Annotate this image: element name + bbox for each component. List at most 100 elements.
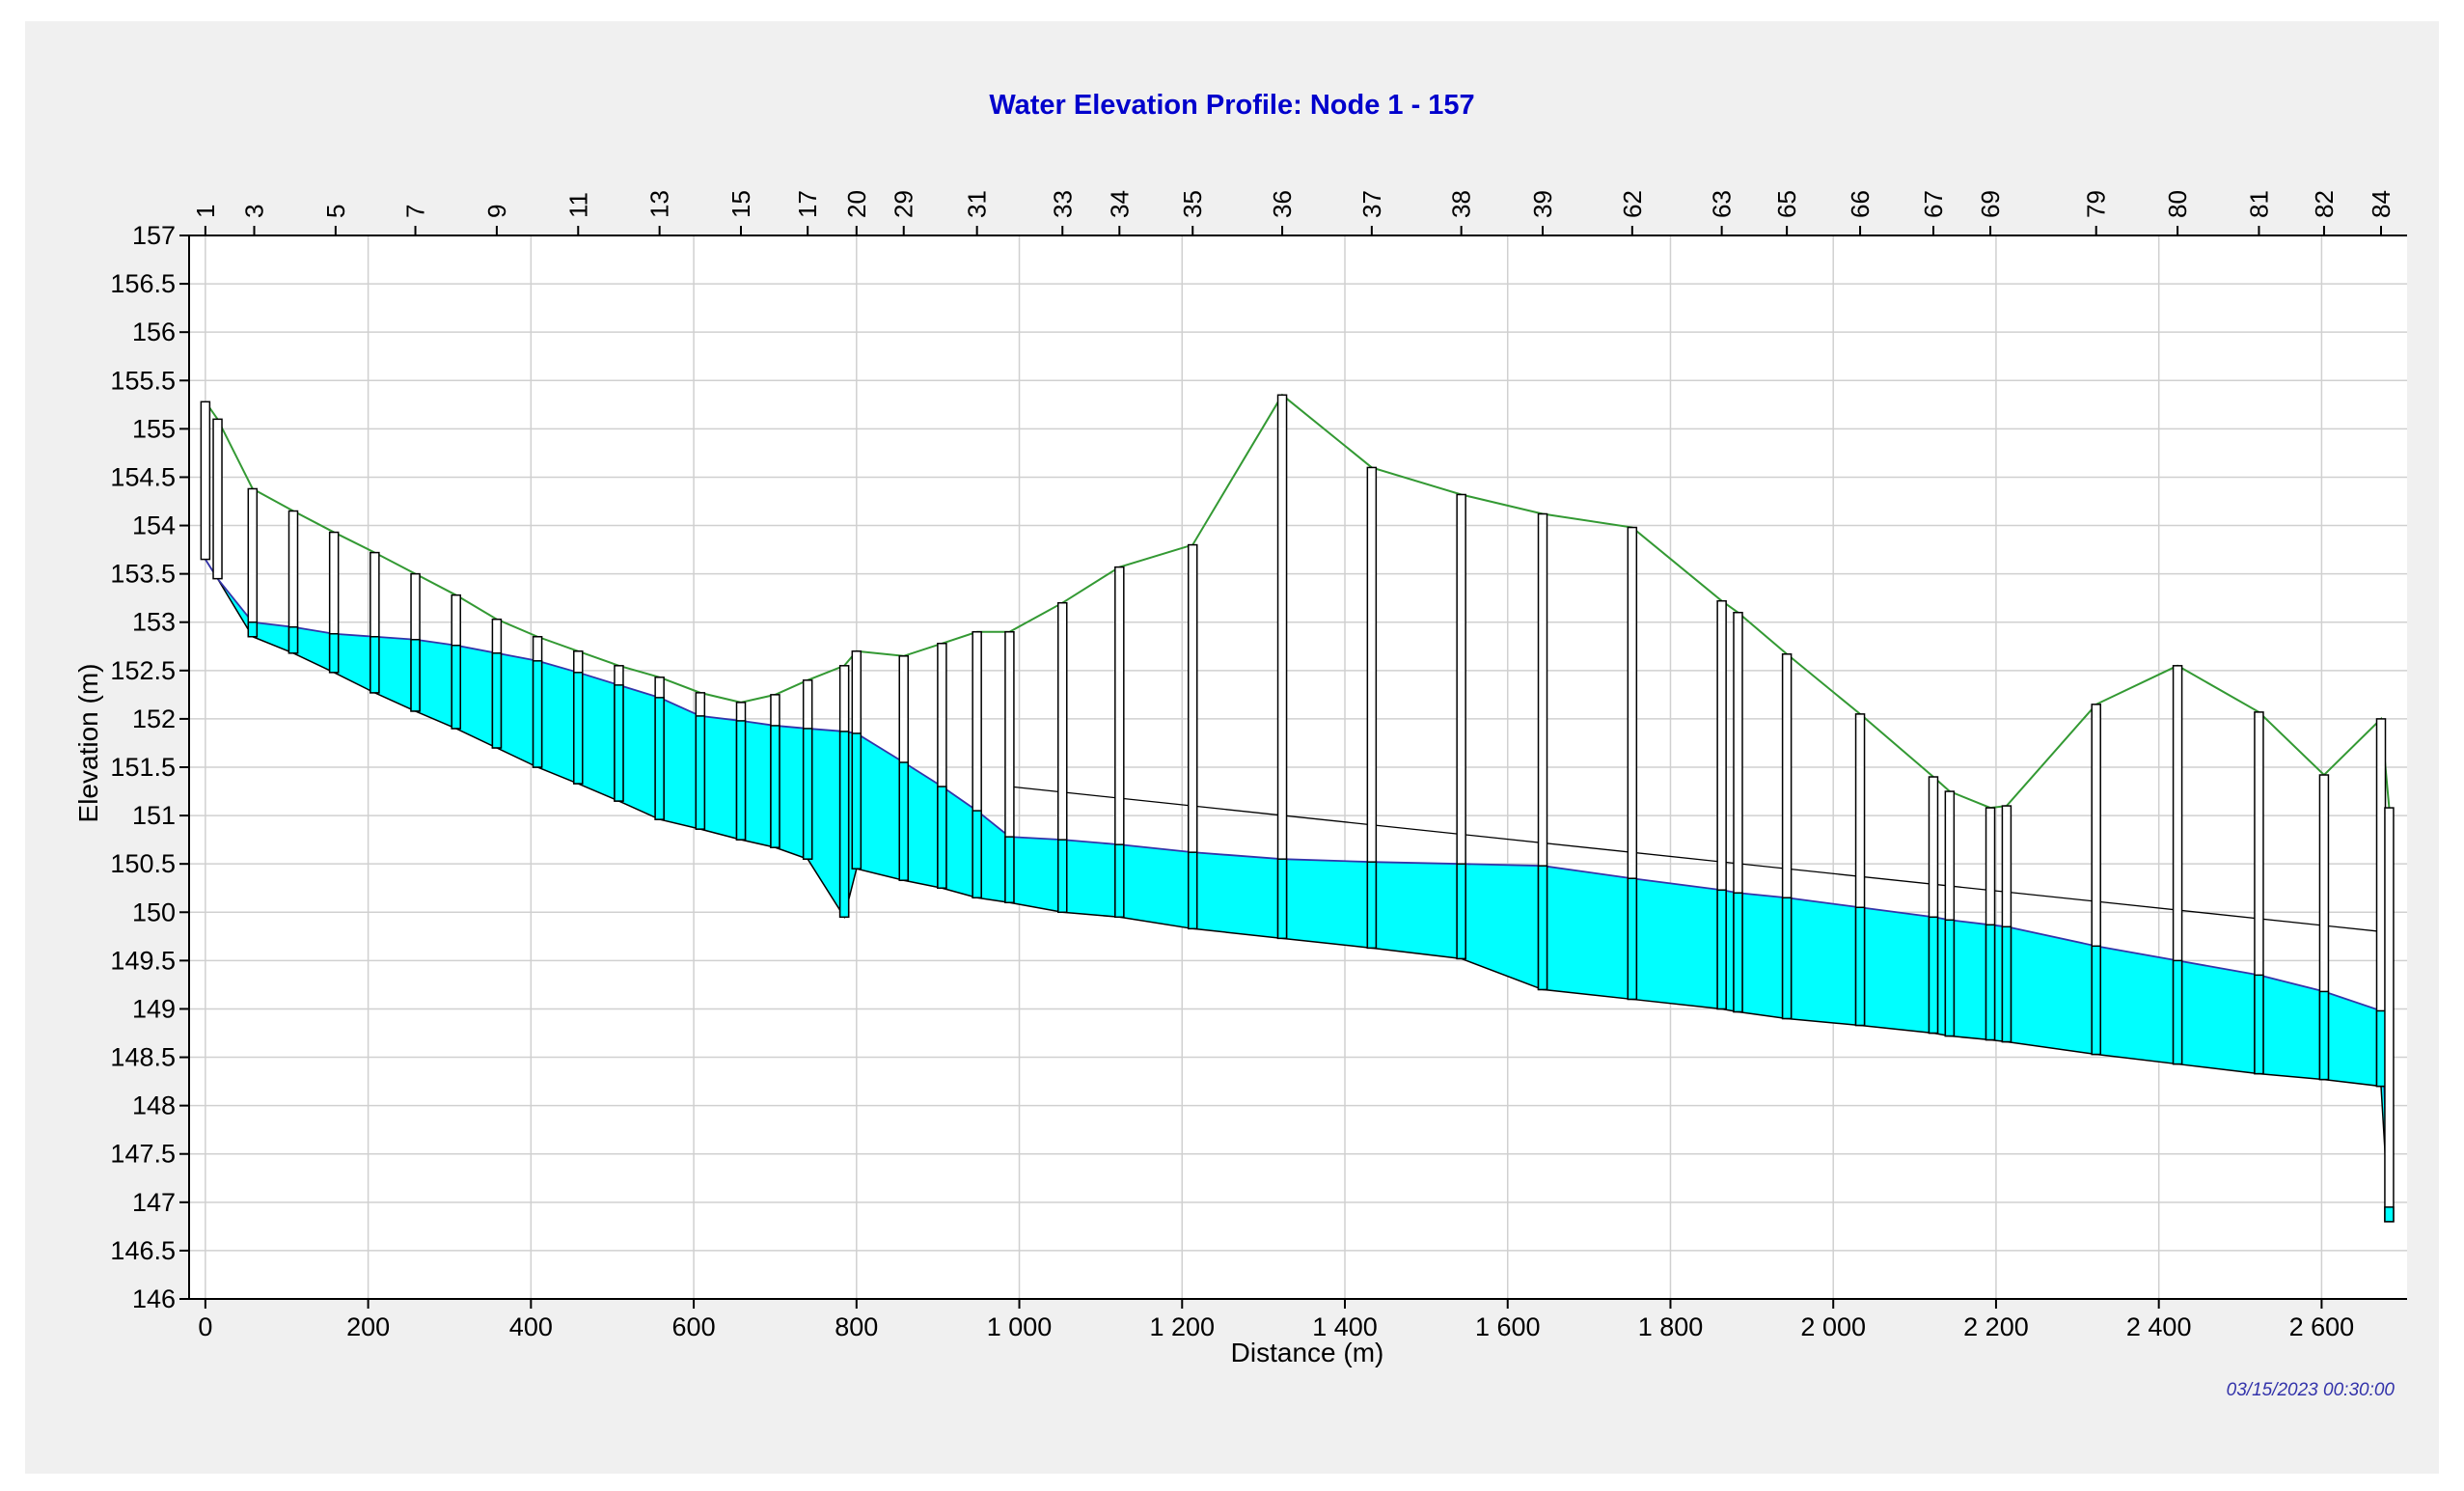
node-water-level xyxy=(851,732,862,870)
crown-line xyxy=(1009,786,2382,932)
node-label: 63 xyxy=(1708,190,1737,218)
node-water-level xyxy=(2318,990,2330,1081)
node-label: 65 xyxy=(1772,190,1801,218)
node-label: 80 xyxy=(2163,190,2192,218)
node-label: 34 xyxy=(1105,190,1134,218)
y-tick-label: 154.5 xyxy=(110,462,176,491)
node-water-level xyxy=(287,625,299,654)
node-water-level xyxy=(2001,925,2012,1043)
node-manhole xyxy=(247,487,259,638)
node-label: 13 xyxy=(645,190,674,218)
x-tick-label: 1 200 xyxy=(1149,1312,1215,1341)
node-water-level xyxy=(410,639,421,712)
node-manhole xyxy=(1276,394,1288,940)
chart-title: Water Elevation Profile: Node 1 - 157 xyxy=(989,90,1475,121)
node-label: 15 xyxy=(726,190,755,218)
node-manhole xyxy=(212,418,223,580)
timestamp: 03/15/2023 00:30:00 xyxy=(2226,1380,2395,1400)
node-water-level xyxy=(770,725,780,848)
y-tick-label: 154 xyxy=(132,511,176,540)
x-axis-label: Distance (m) xyxy=(1230,1338,1384,1367)
grid xyxy=(189,235,2407,1300)
x-tick-label: 1 800 xyxy=(1638,1312,1704,1341)
node-water-level xyxy=(532,660,543,768)
y-tick-label: 147 xyxy=(132,1188,176,1217)
x-tick-label: 2 600 xyxy=(2289,1312,2355,1341)
node-water-level xyxy=(451,645,461,730)
node-label: 67 xyxy=(1919,190,1948,218)
x-tick-label: 200 xyxy=(346,1312,390,1341)
y-tick-label: 146 xyxy=(132,1284,176,1313)
y-tick-label: 156 xyxy=(132,318,176,346)
node-water-level xyxy=(838,731,850,919)
y-tick-label: 156.5 xyxy=(110,269,176,298)
node-water-level xyxy=(614,684,624,802)
y-tick-label: 151.5 xyxy=(110,753,176,782)
x-tick-label: 2 000 xyxy=(1800,1312,1866,1341)
node-label: 36 xyxy=(1268,190,1297,218)
water-fill xyxy=(205,559,2390,1222)
y-tick-label: 150.5 xyxy=(110,849,176,878)
node-water-level xyxy=(695,715,706,830)
y-tick-label: 153.5 xyxy=(110,560,176,589)
node-label: 79 xyxy=(2082,190,2111,218)
node-water-level xyxy=(328,632,340,674)
node-water-level xyxy=(735,720,747,841)
y-tick-label: 155 xyxy=(132,414,176,443)
node-water-level xyxy=(1733,892,1743,1013)
y-tick-label: 155.5 xyxy=(110,366,176,395)
node-water-level xyxy=(1366,861,1378,950)
x-tick-label: 1 600 xyxy=(1475,1312,1541,1341)
node-water-level xyxy=(247,621,259,638)
y-tick-label: 149 xyxy=(132,994,176,1023)
node-manhole xyxy=(2384,807,2395,1223)
node-water-level xyxy=(1114,843,1125,919)
node-water-level xyxy=(491,652,503,749)
node-label: 33 xyxy=(1048,190,1077,218)
node-label: 66 xyxy=(1846,190,1875,218)
node-label-layer: 1 3 5 7 9 11 13 15 17 20 29 31 33 34 35 36 37 38 39 62 63 65 6… xyxy=(191,190,2396,235)
y-tick-label: 146.5 xyxy=(110,1236,176,1265)
node-water-level xyxy=(1276,858,1288,940)
node-label: 84 xyxy=(2367,190,2396,218)
node-water-level xyxy=(1985,924,1996,1041)
node-water-level xyxy=(802,728,813,860)
axis-layer: 146 146.5 147 147.5 148 148.5 149 149.5 150 150.5… xyxy=(110,221,2407,1341)
x-tick-label: 1 400 xyxy=(1312,1312,1378,1341)
y-tick-label: 152.5 xyxy=(110,656,176,685)
node-water-level xyxy=(898,761,909,881)
node-water-level xyxy=(1456,863,1466,960)
node-water-level xyxy=(937,786,947,889)
y-tick-label: 152 xyxy=(132,704,176,733)
node-water-level xyxy=(1716,889,1727,1010)
y-tick-label: 148 xyxy=(132,1091,176,1120)
node-layer xyxy=(200,394,2395,1223)
node-water-level xyxy=(1187,851,1198,930)
node-label: 82 xyxy=(2310,190,2339,218)
node-label: 38 xyxy=(1447,190,1476,218)
node-water-level xyxy=(2091,945,2101,1056)
node-water-level xyxy=(1537,865,1548,991)
node-water-level xyxy=(1627,877,1638,1001)
y-tick-label: 149.5 xyxy=(110,946,176,975)
y-tick-label: 157 xyxy=(132,221,176,250)
node-label: 1 xyxy=(191,205,220,218)
node-water-level xyxy=(972,810,982,898)
node-label: 11 xyxy=(563,192,592,218)
node-water-level xyxy=(573,672,584,785)
node-label: 17 xyxy=(793,190,822,218)
y-tick-label: 148.5 xyxy=(110,1043,176,1072)
x-tick-label: 2 400 xyxy=(2126,1312,2192,1341)
y-tick-label: 153 xyxy=(132,608,176,637)
x-tick-label: 1 000 xyxy=(987,1312,1053,1341)
x-tick-label: 2 200 xyxy=(1963,1312,2029,1341)
x-tick-label: 800 xyxy=(835,1312,878,1341)
y-axis-label: Elevation (m) xyxy=(73,663,103,823)
node-label: 20 xyxy=(842,190,871,218)
node-water-level xyxy=(2254,974,2264,1075)
node-label: 81 xyxy=(2244,190,2273,218)
node-water-level xyxy=(1057,839,1068,914)
y-tick-label: 151 xyxy=(132,801,176,830)
node-water-level xyxy=(654,697,665,820)
